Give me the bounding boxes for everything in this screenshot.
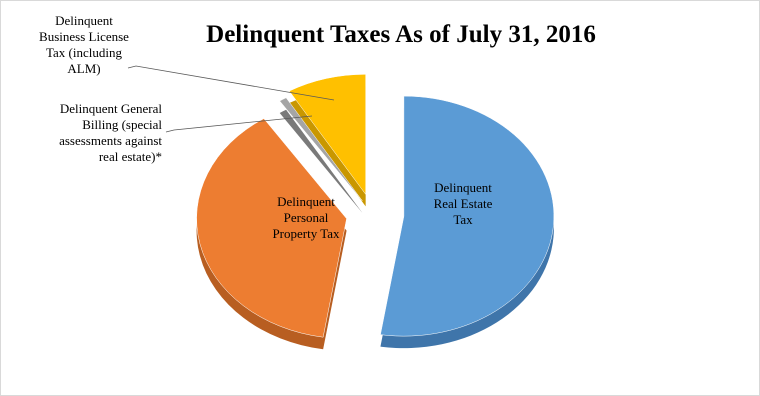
leader-line-3 [127, 65, 335, 101]
slice-label-line: assessments against [59, 133, 162, 148]
slice-label-line: Real Estate [434, 196, 493, 211]
pie-slice-1 [196, 118, 347, 338]
slice-label-line: Property Tax [272, 226, 340, 241]
slice-label-line: Tax (including [46, 45, 122, 60]
slice-label-line: Delinquent [434, 180, 492, 195]
slice-label-line: Delinquent [55, 13, 113, 28]
chart-title: Delinquent Taxes As of July 31, 2016 [206, 21, 596, 48]
slice-label-line: Personal [284, 210, 329, 225]
pie-slice-2 [279, 97, 363, 202]
slice-label-line: Business License [39, 29, 129, 44]
slice-label-3: Delinquent Business License Tax (including… [39, 13, 129, 76]
slice-label-line: Delinquent General [60, 101, 163, 116]
slice-label-line: Tax [453, 212, 473, 227]
slice-label-0: Delinquent Real Estate Tax [434, 180, 493, 227]
slice-label-1: Delinquent Personal Property Tax [272, 194, 340, 241]
slice-label-line: ALM) [67, 61, 100, 76]
slice-label-line: real estate)* [99, 149, 162, 164]
slice-label-line: Delinquent [277, 194, 335, 209]
pie-slice-side-2 [279, 109, 363, 214]
slice-label-line: Billing (special [82, 117, 162, 132]
pie-slice-3 [288, 74, 366, 196]
leader-line-2 [165, 115, 313, 133]
pie-slice-0 [380, 95, 555, 337]
slice-label-2: Delinquent General Billing (special assess… [59, 101, 162, 164]
